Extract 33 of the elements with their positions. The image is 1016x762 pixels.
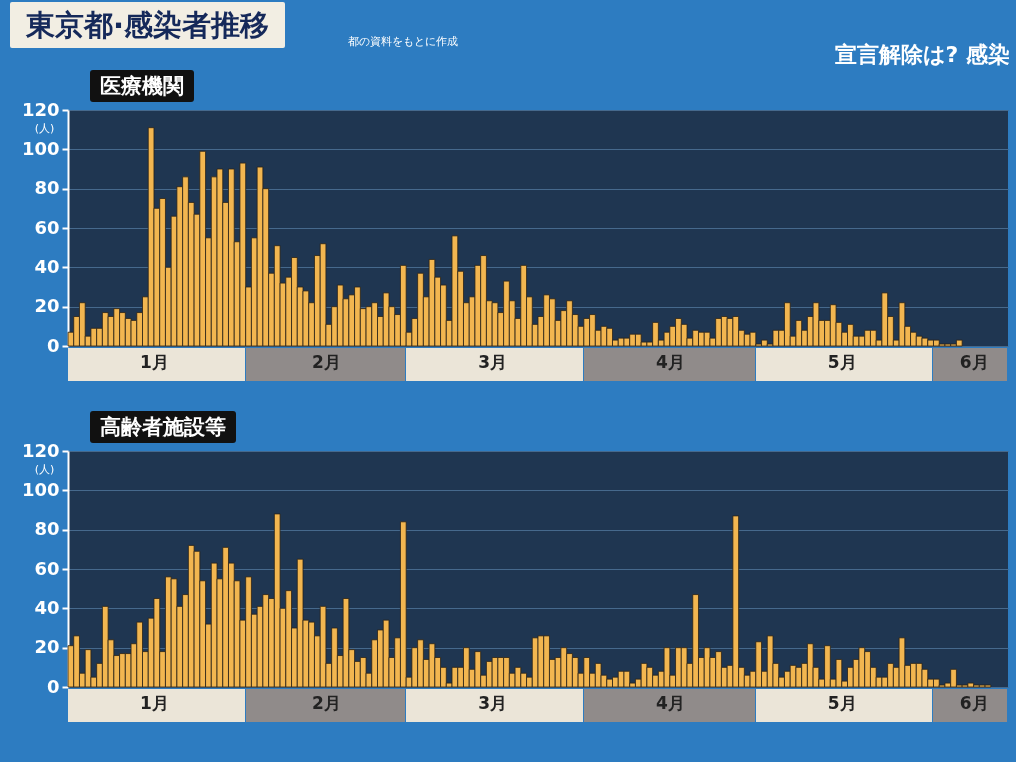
chart-title: 東京都·感染者推移 (10, 2, 286, 48)
y-axis-title: (人) (34, 121, 55, 135)
y-tick-label: 100 (21, 137, 60, 159)
x-tick-label: 2月 (312, 692, 341, 713)
x-tick-label: 6月 (959, 351, 989, 372)
y-tick-label: 0 (46, 334, 60, 356)
text: 都の資料をもとに作成 (348, 34, 458, 49)
y-tick-label: 20 (34, 295, 60, 317)
y-tick-label: 40 (34, 255, 60, 277)
y-tick-label: 0 (46, 675, 60, 697)
y-tick-label: 120 (21, 439, 60, 461)
x-tick-label: 1月 (140, 692, 169, 713)
y-tick-label: 120 (21, 98, 60, 120)
chart-subtitle: 高齢者施設等 (90, 411, 236, 443)
y-tick-label: 60 (34, 557, 60, 579)
x-tick-label: 5月 (827, 351, 857, 372)
y-tick-label: 80 (34, 518, 60, 540)
x-tick-label: 4月 (655, 351, 685, 372)
x-tick-label: 6月 (959, 692, 989, 713)
y-tick-label: 80 (34, 177, 60, 199)
x-tick-label: 4月 (655, 692, 685, 713)
x-tick-label: 3月 (478, 692, 508, 713)
y-tick-label: 60 (34, 216, 60, 238)
x-tick-label: 1月 (140, 351, 169, 372)
y-tick-label: 20 (34, 636, 60, 658)
y-tick-label: 40 (34, 596, 60, 618)
x-tick-label: 3月 (478, 351, 508, 372)
y-tick-label: 100 (21, 478, 60, 500)
y-axis-title: (人) (34, 462, 55, 476)
x-tick-label: 2月 (312, 351, 341, 372)
text: 宣言解除は? 感染 (834, 41, 1010, 69)
chart-subtitle: 医療機関 (90, 70, 194, 102)
x-tick-label: 5月 (827, 692, 857, 713)
